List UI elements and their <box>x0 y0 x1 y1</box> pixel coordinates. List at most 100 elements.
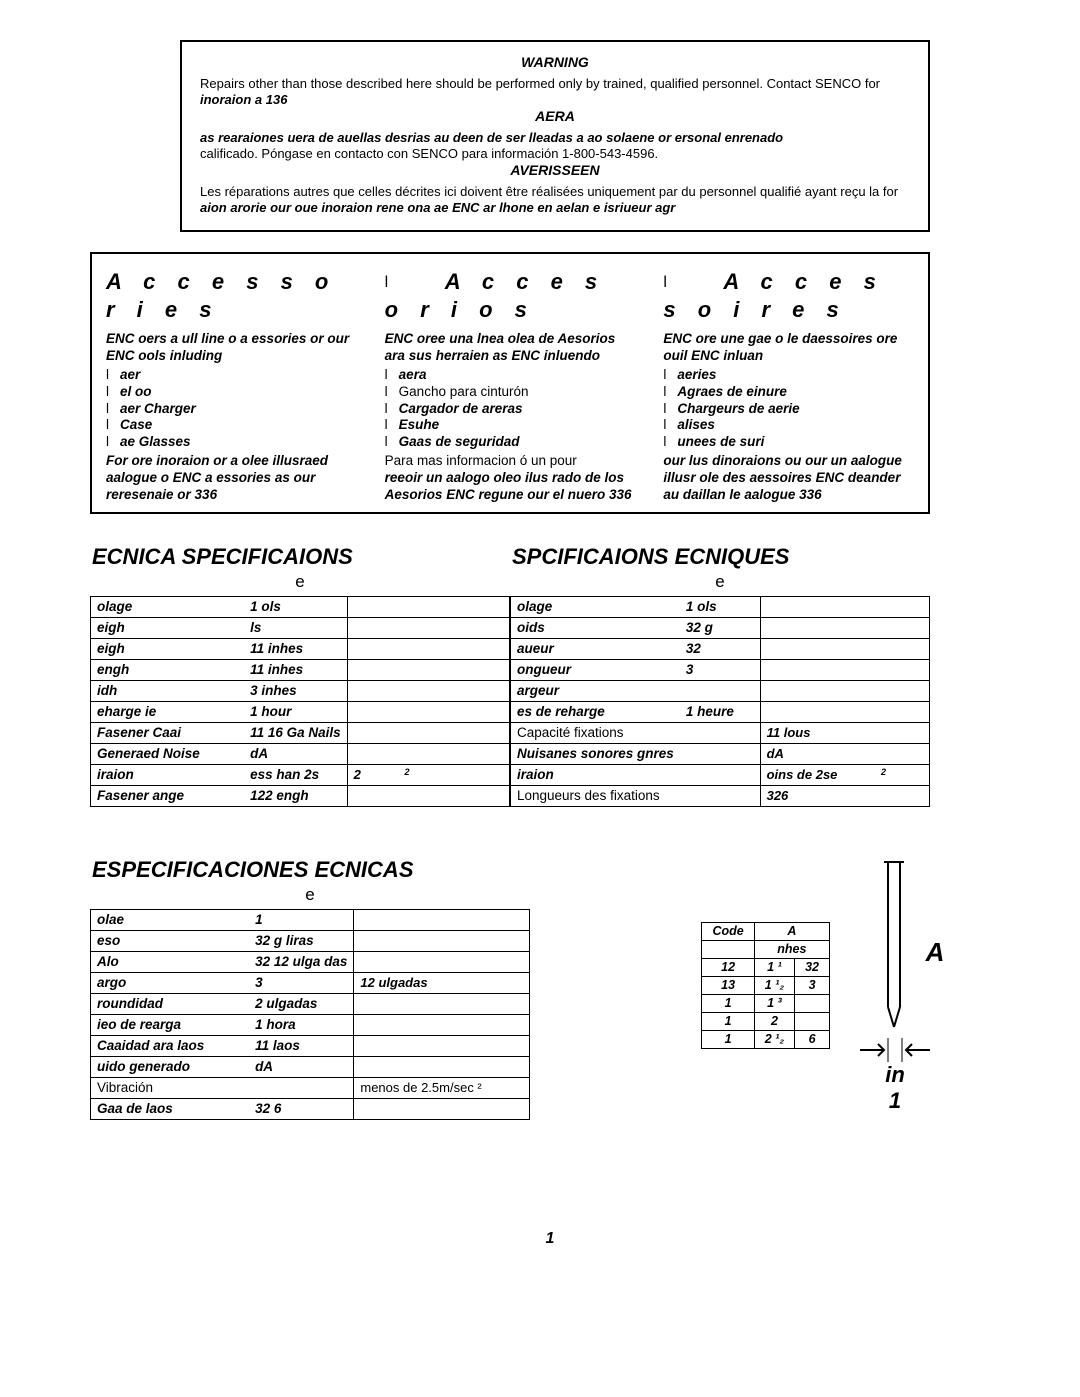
table-row: ongueur3 <box>511 659 930 680</box>
nail-icon <box>870 857 920 1037</box>
table-row: aueur32 <box>511 638 930 659</box>
diagram-label-a: A <box>926 937 945 968</box>
table-row: eigh11 inhes <box>91 638 510 659</box>
spec-sub-en: e <box>90 572 510 592</box>
accessory-item: unees de suri <box>663 434 914 451</box>
table-row: oids32 g <box>511 617 930 638</box>
accessories-trail-en: For ore inoraion or a olee illusraed aal… <box>106 453 357 504</box>
accessories-col-fr: l A c c e s s o i r e s ENC ore une gae … <box>649 268 928 504</box>
accessory-item: aeries <box>663 367 914 384</box>
table-row: 12 ¹₂6 <box>702 1030 830 1048</box>
code-block: CodeAnhes121 ¹32131 ¹₂311 ³1212 ¹₂6 A <box>701 857 930 1114</box>
spec-table-es: olae1eso32 g lirasAlo32 12 ulga dasargo3… <box>90 909 530 1120</box>
accessory-item: Case <box>106 417 357 434</box>
spec-title-fr: SPCIFICAIONS ECNIQUES <box>512 544 930 570</box>
table-row: ieo de rearga1 hora <box>91 1014 530 1035</box>
table-row: Longueurs des fixations326 <box>511 785 930 806</box>
table-row: olage1 ols <box>511 596 930 617</box>
table-row: eighls <box>91 617 510 638</box>
accessory-item: aera <box>385 367 636 384</box>
warning-heading-es: AERA <box>200 108 910 126</box>
table-row: Fasener ange122 engh <box>91 785 510 806</box>
accessories-lead-en: ENC oers a ull line o a essories or our … <box>106 331 357 365</box>
table-row: olage1 ols <box>91 596 510 617</box>
spec-table-fr: olage1 olsoids32 gaueur32ongueur3argeure… <box>510 596 930 807</box>
accessories-trail-es-2: reeoir un aalogo oleo ilus rado de los A… <box>385 470 636 504</box>
arrow-icon <box>860 1038 930 1062</box>
table-row: argo312 ulgadas <box>91 972 530 993</box>
accessories-col-es: l A c c e s o r i o s ENC oree una lnea … <box>371 268 650 504</box>
specs-row-top: ECNICA SPECIFICAIONS e olage1 olseighlse… <box>90 544 930 807</box>
accessories-frame: A c c e s s o r i e s ENC oers a ull lin… <box>90 252 930 514</box>
warning-text-fr-2: aion arorie our oue inoraion rene ona ae… <box>200 200 910 216</box>
table-row: Fasener Caai11 16 Ga Nails <box>91 722 510 743</box>
warning-text-en-1: Repairs other than those described here … <box>200 76 910 92</box>
warning-text-es-2: calificado. Póngase en contacto con SENC… <box>200 146 910 162</box>
warning-heading-fr: AVERISSEEN <box>200 162 910 180</box>
table-row: iraionoins de 2se 2 <box>511 764 930 785</box>
table-row: 12 <box>702 1012 830 1030</box>
accessories-list-es: aeraGancho para cinturónCargador de arer… <box>385 367 636 451</box>
specs-row-bottom: ESPECIFICACIONES ECNICAS e olae1eso32 g … <box>90 857 930 1120</box>
code-table: CodeAnhes121 ¹32131 ¹₂311 ³1212 ¹₂6 <box>701 922 830 1049</box>
table-row: engh11 inhes <box>91 659 510 680</box>
page-number: 1 <box>80 1230 1020 1248</box>
spec-title-es: ESPECIFICACIONES ECNICAS <box>92 857 530 883</box>
accessories-lead-es: ENC oree una lnea olea de Aesorios ara s… <box>385 331 636 365</box>
table-row: Generaed NoisedA <box>91 743 510 764</box>
accessory-item: Chargeurs de aerie <box>663 401 914 418</box>
accessory-item: Cargador de areras <box>385 401 636 418</box>
table-row: iraioness han 2s2 2 <box>91 764 510 785</box>
spec-table-en: olage1 olseighlseigh11 inhesengh11 inhes… <box>90 596 510 807</box>
warning-text-es-1: as rearaiones uera de auellas desrias au… <box>200 130 910 146</box>
accessory-item: ae Glasses <box>106 434 357 451</box>
accessories-trail-es-1: Para mas informacion ó un pour <box>385 453 636 470</box>
accessories-head-fr: l A c c e s s o i r e s <box>663 268 914 323</box>
accessories-lead-fr: ENC ore une gae o le daessoires ore ouil… <box>663 331 914 365</box>
accessories-head-en: A c c e s s o r i e s <box>106 268 357 323</box>
accessories-trail-fr: our lus dinoraions ou our un aalogue ill… <box>663 453 914 504</box>
spec-sub-fr: e <box>510 572 930 592</box>
accessory-item: Gancho para cinturón <box>385 384 636 401</box>
accessory-item: aer <box>106 367 357 384</box>
table-row: Nuisanes sonores gnresdA <box>511 743 930 764</box>
table-row: eharge ie1 hour <box>91 701 510 722</box>
table-row: eso32 g liras <box>91 930 530 951</box>
warning-text-fr-1: Les réparations autres que celles décrit… <box>200 184 910 200</box>
warning-heading-en: WARNING <box>200 54 910 72</box>
table-row: Alo32 12 ulga das <box>91 951 530 972</box>
table-row: idh3 inhes <box>91 680 510 701</box>
accessory-item: Gaas de seguridad <box>385 434 636 451</box>
table-row: Gaa de laos32 6 <box>91 1098 530 1119</box>
table-row: roundidad2 ulgadas <box>91 993 530 1014</box>
accessory-item: alises <box>663 417 914 434</box>
warning-box: WARNING Repairs other than those describ… <box>180 40 930 232</box>
accessory-item: el oo <box>106 384 357 401</box>
table-row: argeur <box>511 680 930 701</box>
table-row: Caaidad ara laos11 laos <box>91 1035 530 1056</box>
nail-diagram: A in 1 <box>860 857 930 1114</box>
table-row: 121 ¹32 <box>702 958 830 976</box>
spec-block-fr: SPCIFICAIONS ECNIQUES e olage1 olsoids32… <box>510 544 930 807</box>
table-row: uido generadodA <box>91 1056 530 1077</box>
accessories-list-fr: aeriesAgraes de einureChargeurs de aerie… <box>663 367 914 451</box>
table-row: 11 ³ <box>702 994 830 1012</box>
diagram-label-in: in <box>885 1062 905 1088</box>
spec-block-en: ECNICA SPECIFICAIONS e olage1 olseighlse… <box>90 544 510 807</box>
accessory-item: Agraes de einure <box>663 384 914 401</box>
spec-block-es: ESPECIFICACIONES ECNICAS e olae1eso32 g … <box>90 857 530 1120</box>
table-row: es de reharge1 heure <box>511 701 930 722</box>
accessories-col-en: A c c e s s o r i e s ENC oers a ull lin… <box>92 268 371 504</box>
diagram-label-1: 1 <box>889 1088 901 1114</box>
table-row: Vibraciónmenos de 2.5m/sec ² <box>91 1077 530 1098</box>
spec-sub-es: e <box>90 885 530 905</box>
accessory-item: Esuhe <box>385 417 636 434</box>
accessories-head-es: l A c c e s o r i o s <box>385 268 636 323</box>
warning-text-en-2: inoraion a 136 <box>200 92 910 108</box>
accessories-list-en: aerel ooaer ChargerCaseae Glasses <box>106 367 357 451</box>
accessory-item: aer Charger <box>106 401 357 418</box>
table-row: olae1 <box>91 909 530 930</box>
table-row: 131 ¹₂3 <box>702 976 830 994</box>
table-row: Capacité fixations11 lous <box>511 722 930 743</box>
spec-title-en: ECNICA SPECIFICAIONS <box>92 544 510 570</box>
